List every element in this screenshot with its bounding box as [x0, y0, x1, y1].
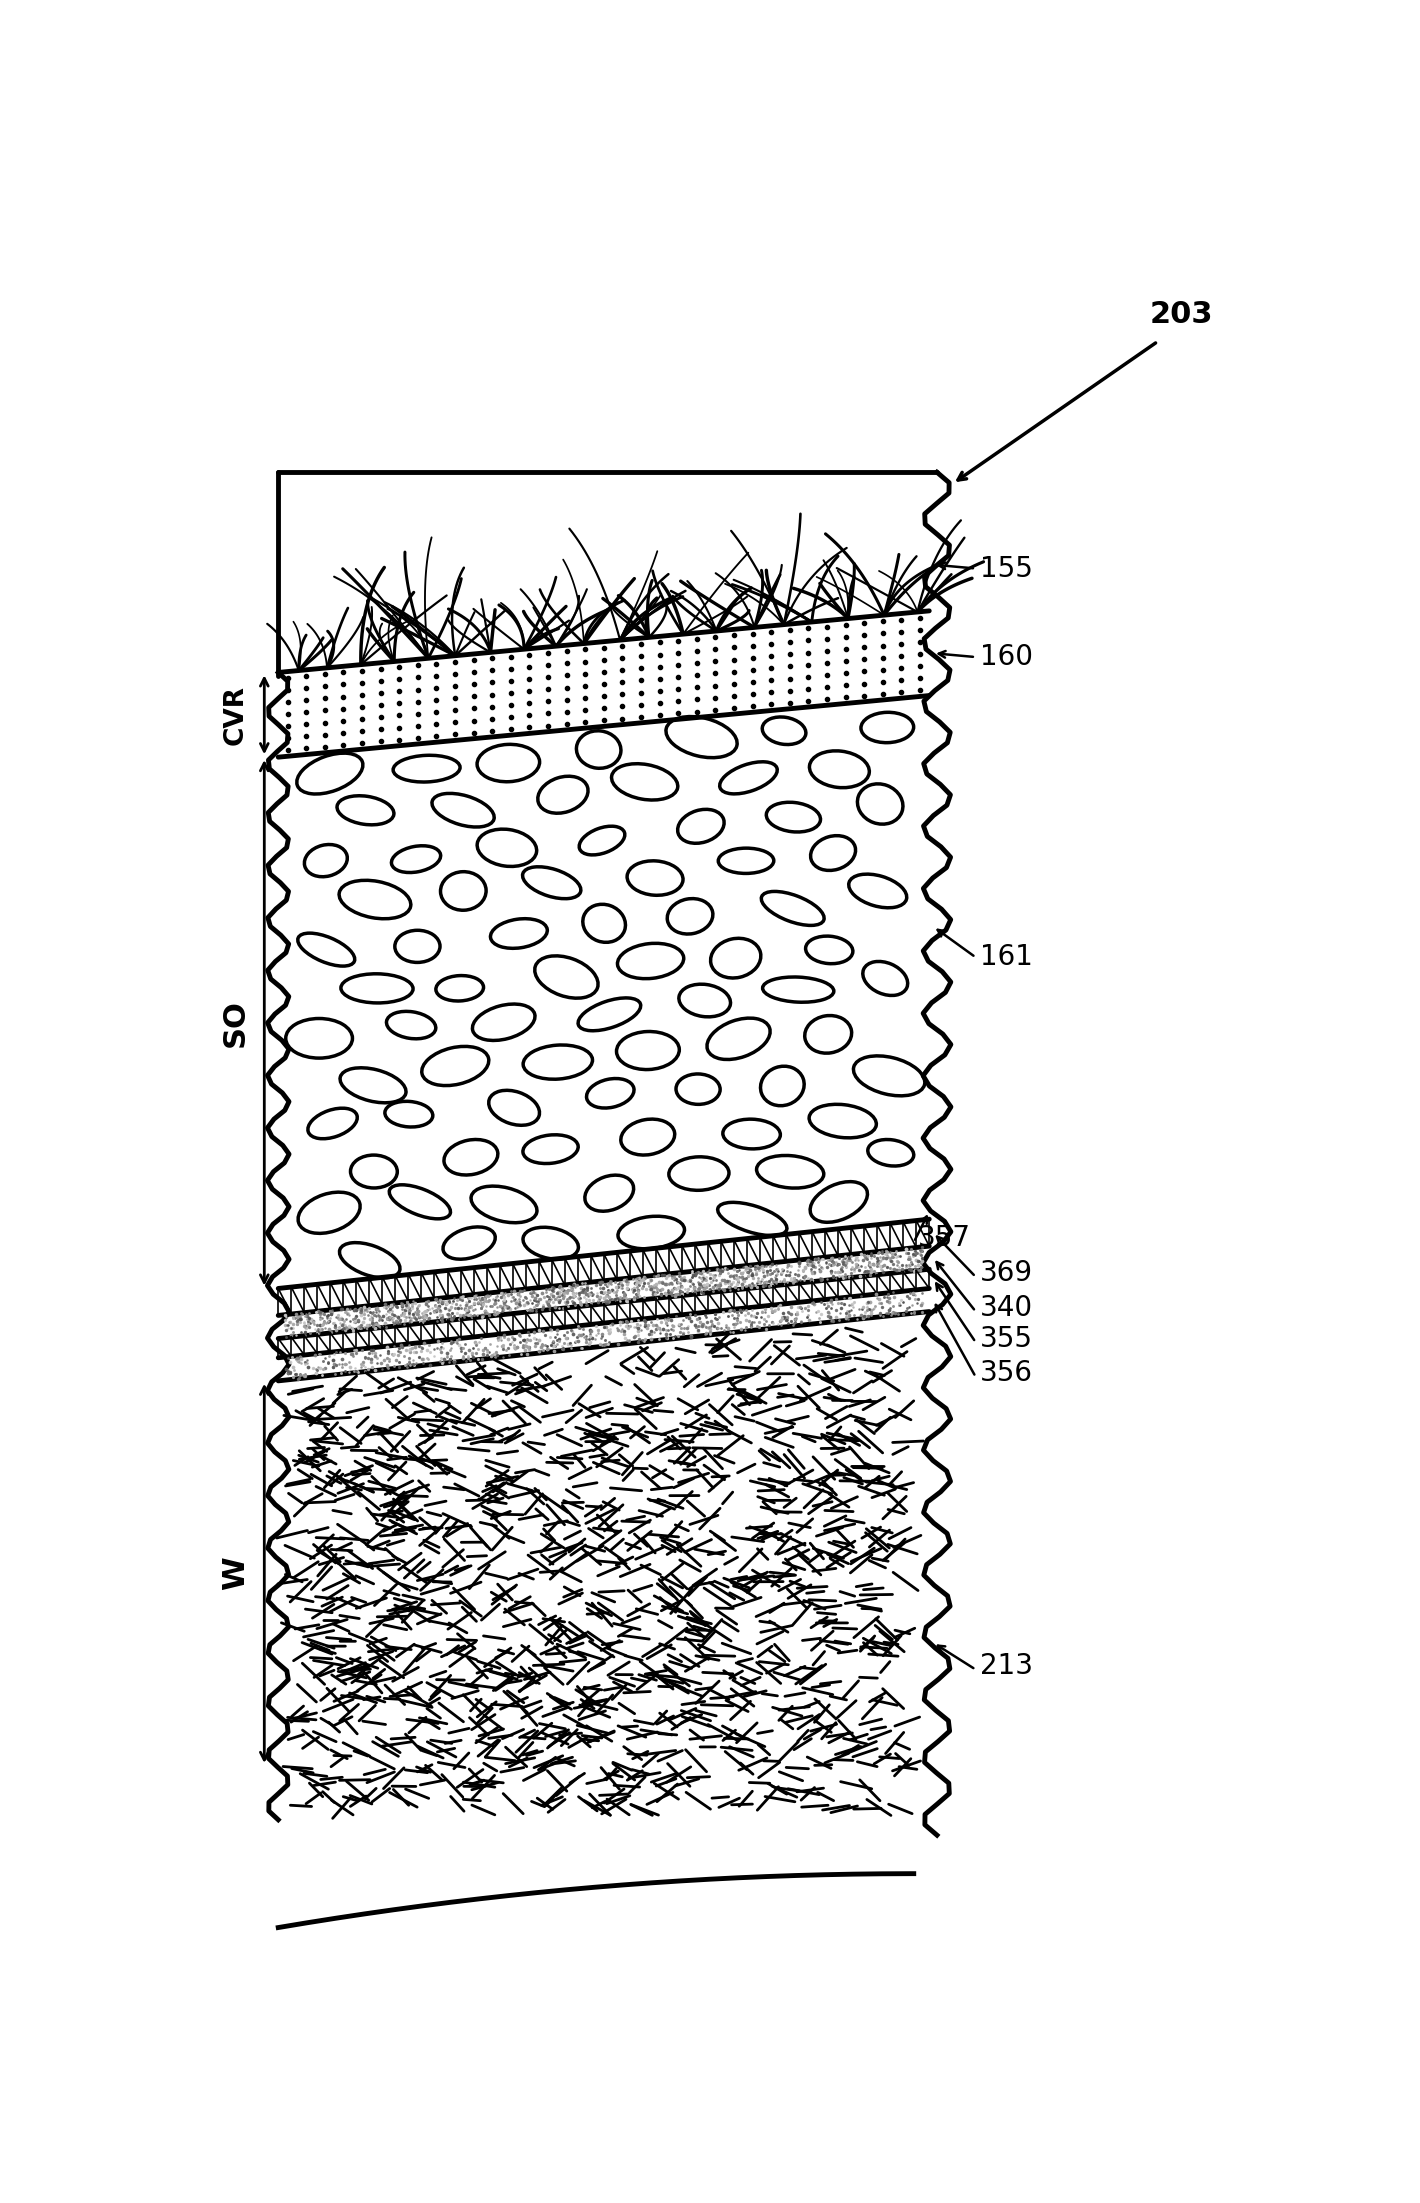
Text: 203: 203: [1150, 300, 1214, 328]
Text: 356: 356: [980, 1359, 1032, 1388]
Text: 160: 160: [980, 643, 1032, 672]
Text: CVR: CVR: [223, 685, 248, 745]
Text: SO: SO: [222, 998, 250, 1046]
Text: 369: 369: [980, 1260, 1032, 1287]
Text: 155: 155: [980, 555, 1032, 582]
Text: 340: 340: [980, 1293, 1032, 1322]
Text: 161: 161: [980, 943, 1032, 972]
Text: W: W: [222, 1558, 250, 1591]
Text: 357: 357: [917, 1225, 971, 1254]
Text: 213: 213: [980, 1652, 1032, 1679]
Text: 355: 355: [980, 1324, 1032, 1353]
